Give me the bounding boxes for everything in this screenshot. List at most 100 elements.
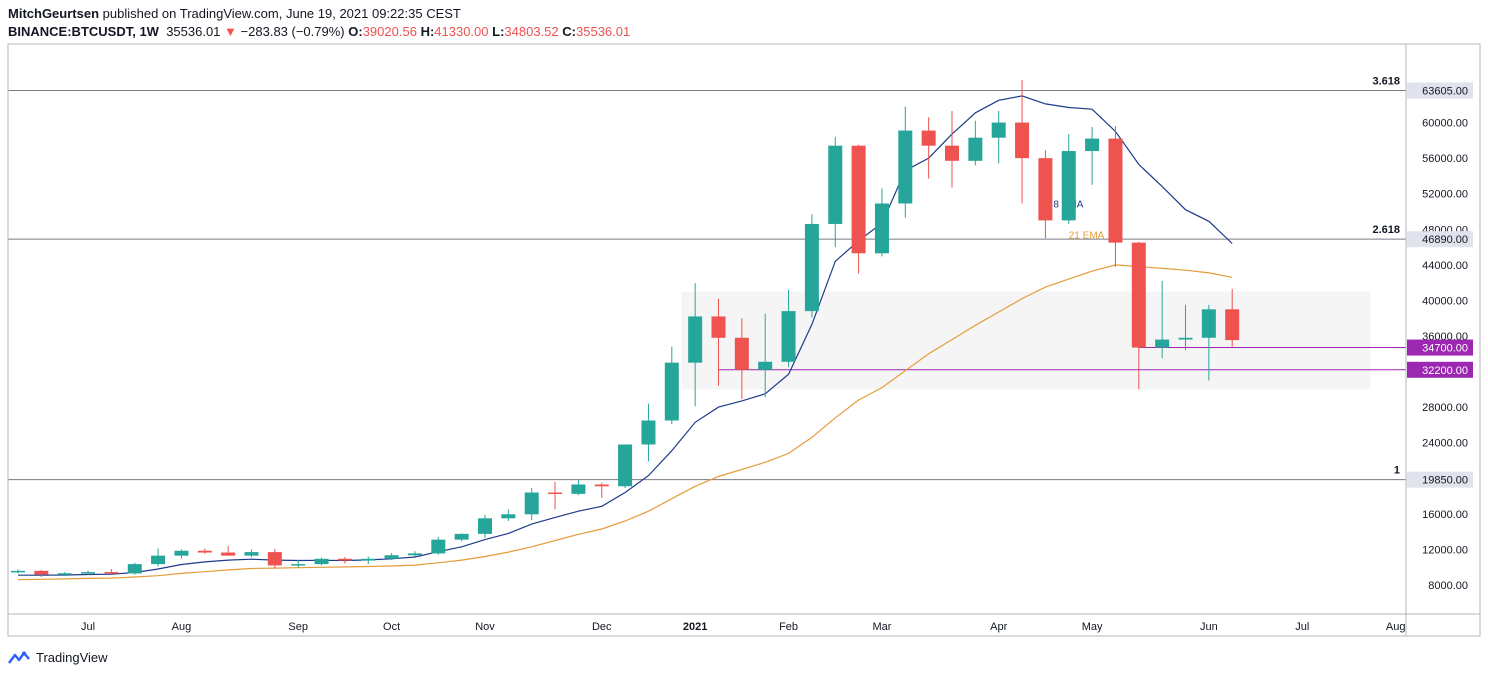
symbol-label[interactable]: BINANCE:BTCUSDT, 1W xyxy=(8,24,159,39)
candle[interactable] xyxy=(548,481,563,510)
fib-price-tag-bg xyxy=(1407,82,1473,99)
time-tick-label: Jul xyxy=(81,621,95,633)
candle[interactable] xyxy=(478,514,492,538)
candle[interactable] xyxy=(11,569,25,574)
candle-body xyxy=(1155,339,1170,348)
candle[interactable] xyxy=(337,556,352,564)
fib-level-label: 2.618 xyxy=(1372,224,1400,236)
fib-price-tag: 19850.00 xyxy=(1422,475,1468,487)
candle[interactable] xyxy=(104,568,119,574)
candle-body xyxy=(244,552,259,556)
time-tick-label: Dec xyxy=(592,621,612,633)
candle-body xyxy=(221,552,236,556)
support-price-tag-bg xyxy=(1407,339,1473,356)
candle[interactable] xyxy=(571,480,586,496)
candle-body xyxy=(104,572,119,574)
candle[interactable] xyxy=(384,552,399,561)
candle[interactable] xyxy=(151,548,166,567)
candle[interactable] xyxy=(1061,134,1076,224)
candle[interactable] xyxy=(1038,150,1053,239)
candle-body xyxy=(781,311,796,362)
candle-body xyxy=(34,570,49,575)
candle[interactable] xyxy=(197,548,212,554)
candle-body xyxy=(267,552,282,566)
candle[interactable] xyxy=(968,120,983,166)
candle[interactable] xyxy=(244,549,259,558)
fib-level-label: 1 xyxy=(1394,465,1400,477)
high-label: H: xyxy=(420,24,435,39)
candle[interactable] xyxy=(1131,241,1146,390)
candle[interactable] xyxy=(641,403,656,462)
candle[interactable] xyxy=(454,533,469,542)
candle[interactable] xyxy=(1015,79,1030,204)
candle[interactable] xyxy=(851,144,866,274)
tradingview-footer[interactable]: TradingView xyxy=(8,650,108,665)
candle[interactable] xyxy=(407,551,422,557)
candle-body xyxy=(1178,337,1193,340)
candle-body xyxy=(804,223,819,312)
candle[interactable] xyxy=(921,117,936,179)
candle[interactable] xyxy=(594,482,609,498)
time-tick-label: Apr xyxy=(990,621,1007,633)
candle[interactable] xyxy=(314,557,329,566)
close-value: 35536.01 xyxy=(576,24,631,39)
candle[interactable] xyxy=(34,569,49,577)
candle[interactable] xyxy=(361,556,376,565)
candle-body xyxy=(1131,242,1146,348)
candle[interactable] xyxy=(57,572,72,577)
price-tick-label: 12000.00 xyxy=(1422,544,1468,556)
price-tick-label: 8000.00 xyxy=(1428,580,1468,592)
candle-body xyxy=(898,130,913,204)
candle[interactable] xyxy=(828,136,843,248)
candle[interactable] xyxy=(874,188,889,257)
candle-body xyxy=(945,145,959,161)
candle[interactable] xyxy=(664,346,679,425)
candle-body xyxy=(874,203,889,254)
candle[interactable] xyxy=(81,570,96,575)
candle-body xyxy=(851,145,866,254)
candle[interactable] xyxy=(758,313,773,398)
candle[interactable] xyxy=(1178,304,1193,351)
candle[interactable] xyxy=(711,298,726,386)
candle[interactable] xyxy=(1108,126,1123,267)
fib-price-tag-bg xyxy=(1407,471,1473,488)
candle[interactable] xyxy=(781,289,796,368)
time-tick-label: Nov xyxy=(475,621,495,633)
candle[interactable] xyxy=(1155,280,1170,359)
candle[interactable] xyxy=(174,549,189,559)
ohlc-legend: BINANCE:BTCUSDT, 1W 35536.01 ▼ −283.83 (… xyxy=(8,24,630,39)
candle[interactable] xyxy=(1225,288,1240,347)
candle[interactable] xyxy=(618,444,633,489)
author-name[interactable]: MitchGeurtsen xyxy=(8,6,100,21)
candle[interactable] xyxy=(734,318,749,400)
candle[interactable] xyxy=(1085,127,1100,185)
candle[interactable] xyxy=(221,545,236,556)
candle[interactable] xyxy=(431,536,446,555)
candle[interactable] xyxy=(291,560,306,568)
tradingview-logo-icon xyxy=(8,651,30,664)
time-tick-label: Mar xyxy=(872,621,891,633)
candle-body xyxy=(1038,158,1053,221)
candle[interactable] xyxy=(501,509,516,521)
candle-body xyxy=(711,316,726,338)
price-tick-label: 52000.00 xyxy=(1422,189,1468,201)
candle-body xyxy=(968,137,983,161)
candle[interactable] xyxy=(688,283,703,407)
candle-body xyxy=(991,122,1006,138)
candle[interactable] xyxy=(804,214,819,318)
candle-body xyxy=(57,573,72,575)
candle[interactable] xyxy=(945,111,959,188)
candle[interactable] xyxy=(267,548,282,569)
candle-body xyxy=(127,564,142,574)
candle[interactable] xyxy=(991,111,1006,164)
candle[interactable] xyxy=(524,488,539,521)
candle-body xyxy=(758,361,773,370)
candle[interactable] xyxy=(1201,304,1216,381)
support-price-tag: 34700.00 xyxy=(1422,343,1468,355)
candle-body xyxy=(174,550,189,556)
candle-body xyxy=(314,558,329,565)
candle-body xyxy=(478,518,492,534)
candle[interactable] xyxy=(127,562,142,575)
candle[interactable] xyxy=(898,106,913,218)
